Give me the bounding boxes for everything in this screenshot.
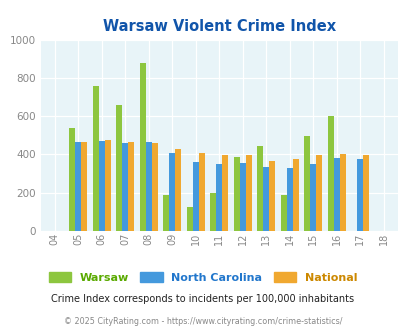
Bar xyxy=(186,207,192,231)
Bar xyxy=(303,136,309,231)
Bar xyxy=(116,105,122,231)
Bar xyxy=(128,142,134,231)
Bar xyxy=(92,85,98,231)
Bar xyxy=(280,195,286,231)
Bar xyxy=(81,142,87,231)
Bar xyxy=(339,154,345,231)
Bar xyxy=(209,193,215,231)
Bar xyxy=(233,157,239,231)
Bar xyxy=(151,143,158,231)
Bar xyxy=(75,142,81,231)
Bar xyxy=(256,146,262,231)
Bar xyxy=(169,152,175,231)
Bar xyxy=(286,168,292,231)
Bar xyxy=(362,155,369,231)
Text: © 2025 CityRating.com - https://www.cityrating.com/crime-statistics/: © 2025 CityRating.com - https://www.city… xyxy=(64,317,341,326)
Bar xyxy=(269,161,275,231)
Bar xyxy=(309,164,315,231)
Bar xyxy=(104,140,111,231)
Bar xyxy=(198,153,205,231)
Bar xyxy=(356,159,362,231)
Bar xyxy=(245,155,251,231)
Bar xyxy=(69,128,75,231)
Bar xyxy=(175,149,181,231)
Bar xyxy=(139,63,145,231)
Title: Warsaw Violent Crime Index: Warsaw Violent Crime Index xyxy=(102,19,335,34)
Legend: Warsaw, North Carolina, National: Warsaw, North Carolina, National xyxy=(44,268,361,287)
Bar xyxy=(239,163,245,231)
Bar xyxy=(215,164,222,231)
Text: Crime Index corresponds to incidents per 100,000 inhabitants: Crime Index corresponds to incidents per… xyxy=(51,294,354,304)
Bar xyxy=(192,162,198,231)
Bar xyxy=(262,167,269,231)
Bar xyxy=(163,195,169,231)
Bar xyxy=(327,116,333,231)
Bar xyxy=(315,155,322,231)
Bar xyxy=(222,155,228,231)
Bar xyxy=(292,159,298,231)
Bar xyxy=(333,158,339,231)
Bar xyxy=(145,142,151,231)
Bar xyxy=(122,143,128,231)
Bar xyxy=(98,141,104,231)
